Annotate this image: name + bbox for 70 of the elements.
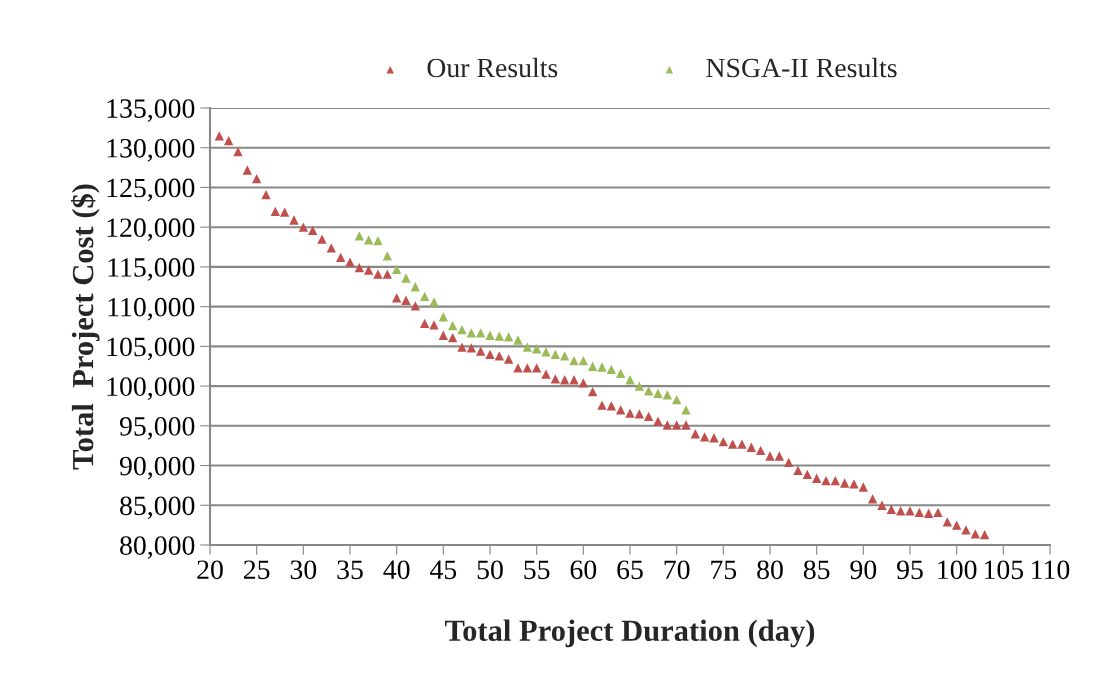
x-tick-label: 75	[711, 560, 737, 580]
x-axis-title: Total Project Duration (day)	[445, 619, 815, 648]
point	[532, 344, 542, 354]
y-tick-label: 135,000	[107, 99, 195, 122]
y-tick-label: 80,000	[120, 536, 195, 559]
point	[681, 405, 691, 415]
point	[644, 386, 654, 396]
point	[354, 231, 364, 241]
point	[522, 342, 532, 352]
point	[420, 291, 430, 301]
point	[634, 381, 644, 391]
x-tick-label: 60	[570, 560, 597, 580]
x-tick-label: 100	[938, 560, 977, 580]
y-tick-label: 125,000	[107, 178, 195, 202]
x-tick-label: 35	[337, 560, 363, 580]
x-tick-label: 25	[244, 560, 270, 580]
y-tick-label: 100,000	[107, 377, 195, 400]
y-tick-label: 115,000	[108, 258, 195, 281]
y-axis-title: Total Project Cost ($)	[70, 184, 100, 470]
point	[616, 368, 626, 379]
x-tick-label: 90	[850, 560, 877, 580]
y-tick-label: 105,000	[107, 337, 195, 361]
x-tick-label: 30	[290, 560, 317, 580]
point	[494, 331, 504, 341]
x-tick-label: 95	[897, 560, 923, 580]
x-tick-label: 110	[1032, 560, 1070, 580]
y-tick-label: 95,000	[119, 416, 195, 440]
point	[625, 375, 635, 385]
y-tick-label: 120,000	[107, 218, 195, 242]
point	[578, 356, 588, 366]
point	[429, 297, 439, 307]
x-tick-label: 45	[429, 560, 457, 580]
point	[364, 235, 374, 245]
x-tick-label: 85	[803, 560, 830, 580]
point	[448, 321, 458, 331]
x-tick-label: 55	[524, 560, 550, 580]
point	[606, 364, 616, 375]
y-tick-label: 110,000	[108, 297, 195, 321]
point	[438, 312, 448, 322]
legend-label: NSGA-II Results	[706, 57, 897, 78]
point	[541, 347, 551, 357]
point	[485, 330, 495, 340]
point	[569, 356, 579, 366]
point	[653, 388, 663, 398]
x-tick-label: 40	[383, 560, 410, 580]
point	[410, 282, 420, 292]
point	[457, 325, 467, 335]
point	[513, 335, 523, 345]
y-tick-label: 85,000	[120, 496, 195, 520]
point	[504, 332, 514, 342]
point	[597, 362, 607, 372]
point	[672, 394, 682, 405]
point	[382, 251, 392, 261]
point	[392, 264, 402, 274]
x-tick-label: 80	[757, 560, 783, 580]
x-tick-label: 65	[617, 560, 643, 580]
x-tick-label: 50	[477, 560, 503, 580]
point	[588, 361, 598, 371]
point	[373, 236, 383, 246]
point	[466, 328, 476, 338]
x-tick-label: 20	[197, 560, 223, 580]
x-tick-label: 70	[664, 560, 690, 580]
y-tick-label: 90,000	[119, 456, 195, 480]
legend-label: Our Results	[427, 57, 558, 78]
point	[401, 273, 411, 283]
y-tick-label: 130,000	[107, 138, 195, 162]
point	[550, 349, 560, 359]
point	[476, 328, 486, 338]
x-tick-label: 105	[984, 560, 1024, 580]
point	[560, 351, 570, 361]
